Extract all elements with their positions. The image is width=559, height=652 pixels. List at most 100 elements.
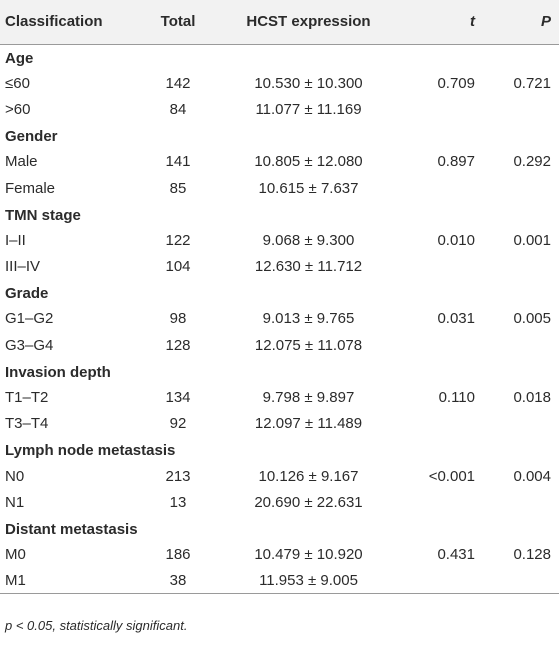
group-header-row: Gender <box>0 123 559 149</box>
row-expression: 9.798 ± 9.897 <box>262 389 355 407</box>
row-p-value: 0.128 <box>513 546 551 564</box>
group-label: Gender <box>5 128 58 146</box>
table-row: I–II 122 9.068 ± 9.300 0.010 0.001 <box>0 227 559 253</box>
table-row: >60 84 11.077 ± 11.169 <box>0 96 559 122</box>
group-label: Age <box>5 49 34 67</box>
header-row: Classification Total HCST expression t P <box>0 0 559 45</box>
row-p-value: 0.005 <box>513 310 551 328</box>
row-t-value: 0.031 <box>437 310 475 328</box>
group-label: Grade <box>5 285 49 303</box>
row-total: 85 <box>169 179 187 197</box>
row-expression: 10.530 ± 10.300 <box>254 74 363 92</box>
table-row: Male 141 10.805 ± 12.080 0.897 0.292 <box>0 149 559 175</box>
row-t-value: 0.431 <box>437 546 475 564</box>
row-label: ≤60 <box>5 74 30 92</box>
table-row: M1 38 11.953 ± 9.005 <box>0 567 559 595</box>
row-total: 141 <box>165 153 191 171</box>
row-p-value <box>489 254 559 280</box>
table-row: Female 85 10.615 ± 7.637 <box>0 175 559 201</box>
row-total: 13 <box>169 493 187 511</box>
row-total: 98 <box>169 310 187 328</box>
row-t-value <box>399 567 489 595</box>
header-t: t <box>399 0 489 45</box>
row-expression: 10.479 ± 10.920 <box>254 546 363 564</box>
row-t-value: <0.001 <box>428 467 475 485</box>
row-p-value: 0.004 <box>513 467 551 485</box>
row-t-value <box>399 411 489 437</box>
row-p-value: 0.721 <box>513 74 551 92</box>
header-p: P <box>489 0 559 45</box>
header-classification: Classification <box>0 0 138 45</box>
row-total: 134 <box>165 389 191 407</box>
table-row: G3–G4 128 12.075 ± 11.078 <box>0 332 559 358</box>
group-label: Invasion depth <box>5 363 111 381</box>
table-row: G1–G2 98 9.013 ± 9.765 0.031 0.005 <box>0 306 559 332</box>
row-label: M1 <box>0 567 138 595</box>
group-header-row: Distant metastasis <box>0 515 559 541</box>
row-p-value: 0.292 <box>513 153 551 171</box>
row-label: G1–G2 <box>5 310 54 328</box>
row-t-value <box>399 175 489 201</box>
row-total: 142 <box>165 74 191 92</box>
row-expression: 12.097 ± 11.489 <box>254 415 363 433</box>
row-t-value: 0.110 <box>438 389 475 407</box>
row-total: 38 <box>138 567 218 595</box>
group-label: Lymph node metastasis <box>5 442 176 460</box>
row-p-value: 0.001 <box>513 231 551 249</box>
group-header-row: Age <box>0 44 559 70</box>
row-p-value <box>489 567 559 595</box>
row-p-value <box>489 96 559 122</box>
row-label: I–II <box>5 231 26 249</box>
row-expression: 9.068 ± 9.300 <box>262 231 355 249</box>
table-row: III–IV 104 12.630 ± 11.712 <box>0 254 559 280</box>
table-row: N0 213 10.126 ± 9.167 <0.001 0.004 <box>0 463 559 489</box>
row-expression: 20.690 ± 22.631 <box>254 493 363 511</box>
row-expression: 10.805 ± 12.080 <box>254 153 363 171</box>
table-footnote: p < 0.05, statistically significant. <box>5 618 188 633</box>
row-t-value <box>399 332 489 358</box>
group-header-row: Grade <box>0 280 559 306</box>
group-label: TMN stage <box>5 206 81 224</box>
row-label: N0 <box>5 467 25 485</box>
row-label: III–IV <box>5 258 41 276</box>
row-label: M0 <box>5 546 26 564</box>
table-row: N1 13 20.690 ± 22.631 <box>0 489 559 515</box>
row-expression: 12.075 ± 11.078 <box>254 336 363 354</box>
row-expression: 10.126 ± 9.167 <box>258 467 359 485</box>
group-header-row: Lymph node metastasis <box>0 437 559 463</box>
table-row: M0 186 10.479 ± 10.920 0.431 0.128 <box>0 542 559 568</box>
row-p-value <box>489 332 559 358</box>
row-t-value: 0.897 <box>437 153 475 171</box>
row-label: G3–G4 <box>5 336 54 354</box>
row-p-value: 0.018 <box>513 389 551 407</box>
row-total: 104 <box>165 258 191 276</box>
row-total: 122 <box>165 231 191 249</box>
row-expression: 12.630 ± 11.712 <box>254 258 363 276</box>
row-label: T3–T4 <box>5 415 49 433</box>
group-header-row: TMN stage <box>0 201 559 227</box>
row-p-value <box>489 411 559 437</box>
table-row: ≤60 142 10.530 ± 10.300 0.709 0.721 <box>0 70 559 96</box>
row-t-value: 0.010 <box>437 231 475 249</box>
group-label: Distant metastasis <box>5 520 138 538</box>
table-row: T1–T2 134 9.798 ± 9.897 0.110 0.018 <box>0 384 559 410</box>
table-body: Age ≤60 142 10.530 ± 10.300 0.709 0.721 >60 84 1… <box>0 44 559 595</box>
row-expression: 11.077 ± 11.169 <box>255 100 362 118</box>
row-t-value <box>399 254 489 280</box>
row-t-value <box>399 96 489 122</box>
row-expression: 9.013 ± 9.765 <box>262 310 355 328</box>
row-label: N1 <box>5 493 25 511</box>
row-total: 84 <box>169 100 187 118</box>
header-expression: HCST expression <box>218 0 399 45</box>
table-row: T3–T4 92 12.097 ± 11.489 <box>0 411 559 437</box>
row-p-value <box>489 175 559 201</box>
row-t-value: 0.709 <box>437 74 475 92</box>
row-total: 213 <box>165 467 191 485</box>
hcst-expression-table: Classification Total HCST expression t P… <box>0 0 559 595</box>
row-total: 92 <box>169 415 187 433</box>
header-total: Total <box>138 0 218 45</box>
row-p-value <box>489 489 559 515</box>
row-total: 186 <box>165 546 191 564</box>
row-t-value <box>399 489 489 515</box>
